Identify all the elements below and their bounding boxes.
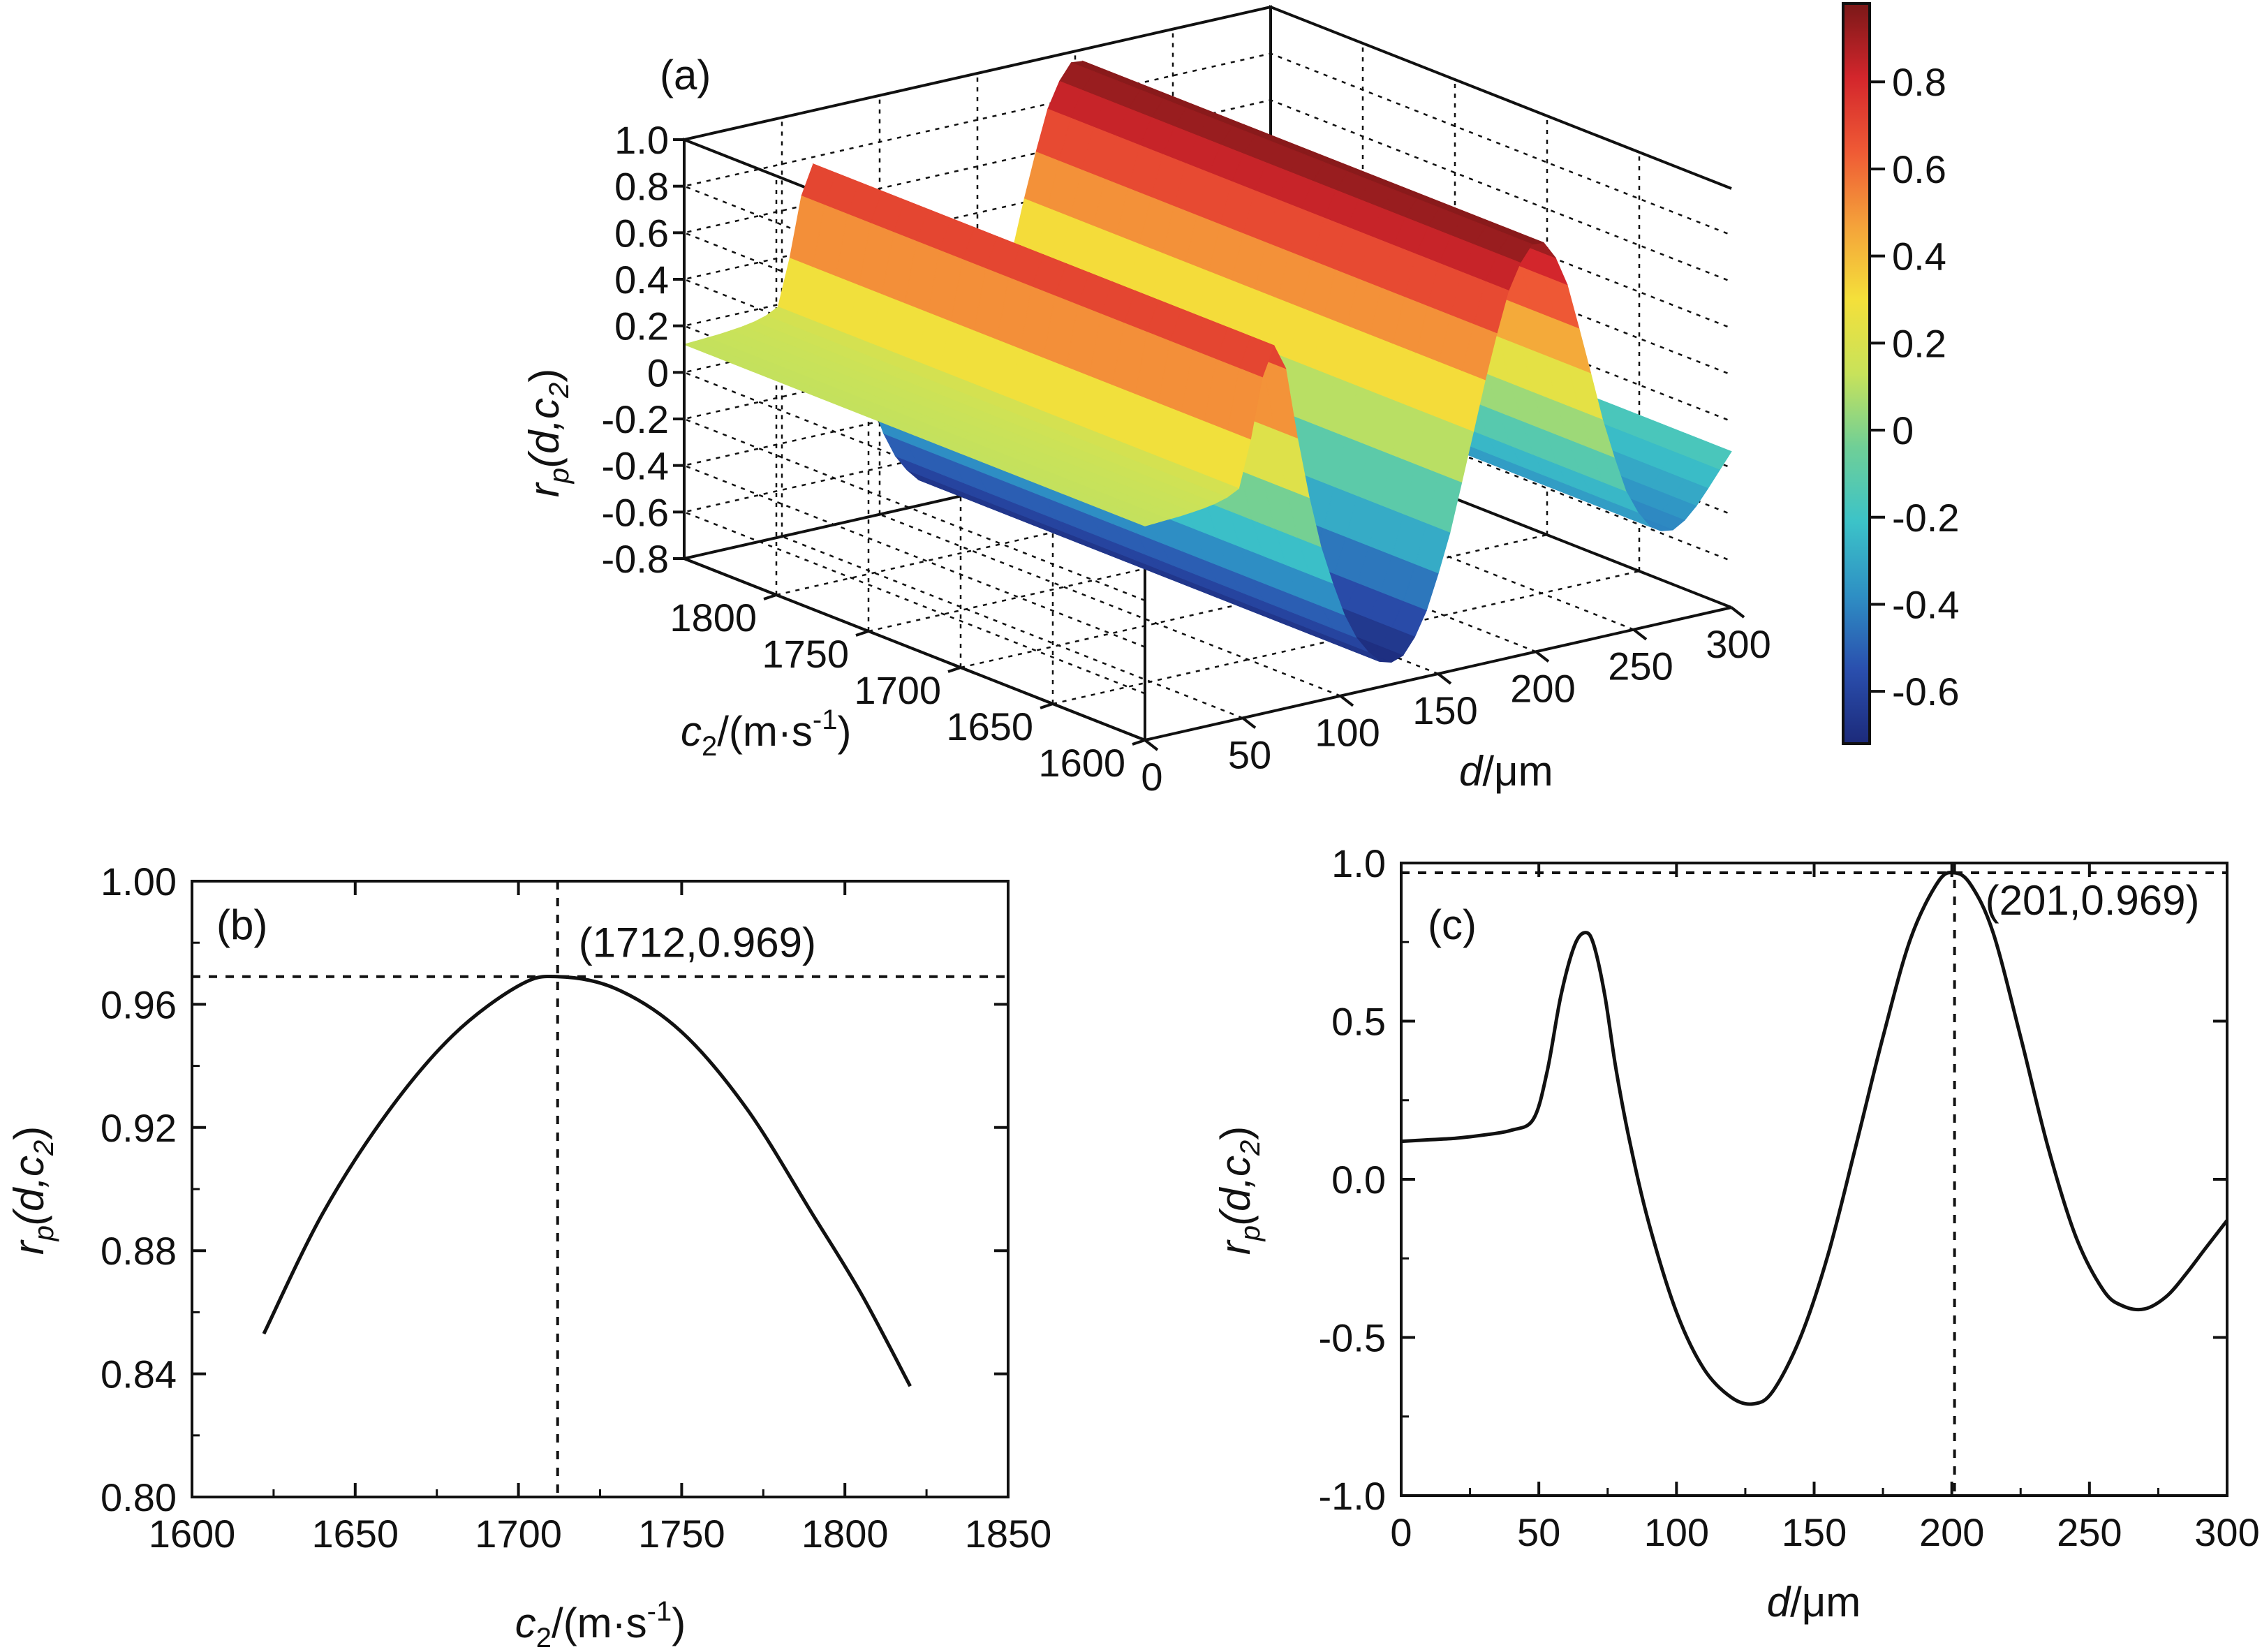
c2-tick-label: 1600	[1038, 741, 1125, 785]
panel-b-series-line	[262, 974, 912, 1387]
panel-a-label: (a)	[660, 52, 711, 98]
panel-c-line-chart: 0 50 100 150 200 250 300-1.0-0.50.00.51.0 (c) …	[1212, 841, 2260, 1625]
z-tick-label: -0.2	[602, 397, 670, 441]
panel-b-xlabel: c2/(m·s-1)	[515, 1596, 686, 1652]
d-tick-label: 0	[1141, 755, 1162, 799]
c2-tick-label: 1650	[946, 705, 1033, 748]
x-tick-label: 200	[1919, 1510, 1984, 1554]
x-tick-label: 150	[1782, 1510, 1847, 1554]
colorbar-tick-label: 0.4	[1892, 235, 1946, 279]
d-tick-label: 100	[1315, 711, 1380, 755]
panel-a-zlabel: rp(d,c2)	[521, 369, 575, 498]
panel-b-ylabel: rp(d,c2)	[6, 1126, 59, 1255]
c2-tick-label: 1700	[854, 668, 941, 712]
c2-tick	[947, 666, 961, 673]
d-tick-label: 300	[1706, 622, 1771, 666]
x-tick-label: 250	[2057, 1510, 2122, 1554]
y-tick-label: 0.88	[101, 1229, 177, 1273]
panel-a-tick-labels: 05010015020025030016001650170017501800-0…	[602, 118, 1771, 799]
d-tick-label: 50	[1228, 732, 1271, 776]
z-tick-label: 0	[647, 351, 669, 394]
grid-line	[781, 536, 1243, 719]
x-tick-label: 1800	[801, 1512, 889, 1556]
panel-c-ylabel: rp(d,c2)	[1212, 1126, 1266, 1255]
panel-b-ticks: 1600 1650 1700 1750 1800 1850 0.80 0.84 0.88 0.92…	[101, 860, 1051, 1556]
panel-b-label: (b)	[216, 901, 267, 948]
x-tick-label: 1850	[965, 1512, 1052, 1556]
x-tick-label: 50	[1517, 1510, 1560, 1554]
c2-tick	[855, 630, 869, 637]
panel-c-ticks: 0 50 100 150 200 250 300 -1.0 -0.5 0.0 0.5 1.0	[1319, 841, 2260, 1554]
panel-a-surface-plot: 05010015020025030016001650170017501800-0…	[521, 2, 1960, 799]
d-tick	[1339, 695, 1354, 707]
grid-line	[1052, 570, 1640, 705]
x-tick-label: 300	[2194, 1510, 2259, 1554]
x-tick-label: 1700	[475, 1512, 562, 1556]
c2-tick-label: 1750	[762, 632, 849, 676]
d-tick-label: 150	[1412, 688, 1477, 732]
d-tick	[1535, 650, 1550, 663]
c2-tick	[763, 593, 777, 600]
x-tick-label: 1650	[312, 1512, 399, 1556]
y-tick-label: 0.96	[101, 982, 177, 1026]
d-tick	[1437, 672, 1452, 685]
z-tick-label: -0.4	[602, 444, 670, 488]
panel-b-line-chart: 1600 1650 1700 1750 1800 1850 0.80 0.84 0.88 0.92…	[6, 860, 1051, 1652]
y-tick-label: -0.5	[1319, 1316, 1387, 1360]
d-tick-label: 200	[1510, 666, 1575, 710]
y-tick-label: 0.5	[1331, 1000, 1386, 1044]
panel-b-annotation: (1712,0.969)	[579, 920, 816, 966]
front-edge-c2	[683, 557, 1146, 742]
panel-a-xlabel: d/μm	[1459, 748, 1553, 795]
colorbar-tick-label: 0.2	[1892, 321, 1946, 365]
c2-tick	[1132, 739, 1146, 746]
panel-c-frame	[1400, 862, 2228, 1497]
y-tick-label: 1.00	[101, 860, 177, 904]
grid-line	[879, 513, 1341, 697]
x-tick-label: 1750	[638, 1512, 725, 1556]
surface-patch	[1121, 513, 1158, 526]
panel-c-series-line	[1400, 871, 2228, 1406]
colorbar-tick-label: -0.6	[1892, 670, 1960, 714]
z-tick-label: -0.8	[602, 537, 670, 581]
z-tick-label: 0.6	[614, 211, 669, 255]
d-tick	[1632, 628, 1648, 641]
panel-c-annotation: (201,0.969)	[1986, 877, 2200, 924]
colorbar-tick-label: 0	[1892, 408, 1914, 452]
y-tick-label: 0.0	[1331, 1158, 1386, 1202]
colorbar-tick-label: 0.6	[1892, 147, 1946, 191]
panel-a-ylabel: c2/(m·s-1)	[681, 705, 851, 762]
x-tick-label: 100	[1644, 1510, 1709, 1554]
panel-a-surface	[683, 60, 1732, 663]
grid-line	[960, 533, 1548, 669]
y-tick-label: 0.80	[101, 1475, 177, 1519]
d-tick	[1730, 606, 1745, 619]
y-tick-label: 1.0	[1331, 841, 1386, 885]
z-tick-label: 1.0	[614, 118, 669, 162]
c2-tick	[1040, 702, 1054, 709]
c2-tick-label: 1800	[670, 596, 757, 640]
colorbar-tick-label: -0.4	[1892, 582, 1960, 626]
d-tick	[1144, 739, 1159, 751]
x-tick-label: 0	[1390, 1510, 1412, 1554]
y-tick-label: 0.84	[101, 1352, 177, 1396]
z-tick-label: 0.8	[614, 165, 669, 209]
colorbar-tick-label: -0.2	[1892, 496, 1960, 540]
panel-b-frame	[191, 880, 1010, 1498]
y-tick-label: 0.92	[101, 1106, 177, 1150]
d-tick	[1241, 716, 1257, 729]
colorbar-gradient	[1842, 2, 1871, 745]
panel-c-xlabel: d/μm	[1767, 1579, 1861, 1625]
y-tick-label: -1.0	[1319, 1474, 1387, 1518]
z-tick-label: 0.2	[614, 304, 669, 348]
panel-a-colorbar: -0.6 -0.4 -0.2 0 0.2 0.4 0.6 0.8	[1842, 2, 1960, 745]
x-tick-label: 1600	[149, 1512, 236, 1556]
d-tick-label: 250	[1608, 644, 1673, 688]
z-tick-label: -0.6	[602, 490, 670, 534]
panel-c-label: (c)	[1428, 901, 1477, 948]
colorbar-tick-label: 0.8	[1892, 60, 1946, 104]
z-tick-label: 0.4	[614, 258, 669, 302]
